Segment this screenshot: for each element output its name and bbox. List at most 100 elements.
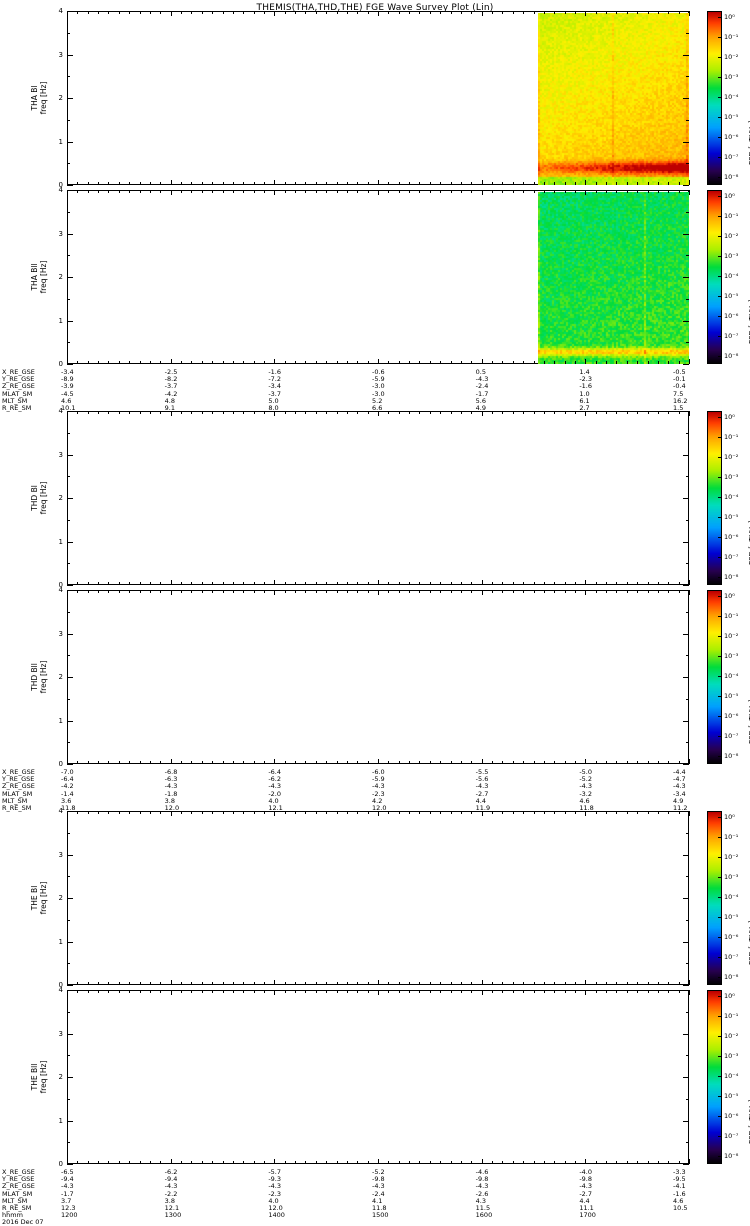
x-tick (368, 982, 369, 985)
x-tick (440, 411, 441, 414)
y-tick (67, 1121, 73, 1122)
y-tick (67, 498, 73, 499)
x-tick (171, 180, 172, 185)
annotation-value: -9.8 (372, 1175, 385, 1184)
annotation-value: -7.0 (61, 768, 74, 776)
x-tick (181, 411, 182, 414)
x-tick (575, 590, 576, 593)
x-tick (233, 190, 234, 193)
annotation-value: 6.6 (372, 404, 383, 412)
annotation-value: 3.7 (61, 1196, 72, 1205)
x-tick (606, 582, 607, 585)
y-tick-label: 1 (58, 137, 63, 146)
annotation-value: -4.3 (372, 1182, 385, 1191)
colorbar-tick-label: 10⁻³ (724, 873, 739, 881)
x-tick (679, 590, 680, 593)
x-tick (305, 190, 306, 193)
x-tick (88, 1161, 89, 1164)
colorbar-tick-label: 10⁻⁶ (724, 712, 739, 720)
x-tick (357, 590, 358, 593)
colorbar-tick-label: 10⁰ (724, 992, 735, 1000)
x-tick (461, 190, 462, 193)
y-minor-tick (686, 612, 689, 613)
x-tick (212, 590, 213, 593)
y-tick (67, 542, 73, 543)
x-tick (658, 182, 659, 185)
x-tick (181, 590, 182, 593)
x-tick (378, 990, 379, 995)
x-tick (233, 590, 234, 593)
annotation-value: -6.5 (61, 1168, 74, 1176)
x-tick (637, 182, 638, 185)
y-tick (683, 542, 689, 543)
x-tick (171, 359, 172, 364)
y-tick (67, 990, 73, 991)
y-tick-label: 4 (58, 586, 63, 594)
x-tick (616, 411, 617, 414)
annotation-value: 4.8 (164, 396, 175, 405)
colorbar-tick-label: 10⁻⁶ (724, 933, 739, 941)
x-tick (565, 11, 566, 14)
annotation-value: -6.0 (372, 768, 385, 776)
x-tick (285, 811, 286, 814)
annotation-value: -2.7 (579, 1189, 593, 1198)
colorbar-tick (718, 736, 722, 737)
x-tick (388, 761, 389, 764)
x-tick (471, 190, 472, 193)
x-tick (627, 11, 628, 14)
annotation-value: 3.8 (164, 1196, 175, 1205)
y-tick (67, 855, 73, 856)
y-tick (67, 721, 73, 722)
x-tick (108, 582, 109, 585)
x-tick (140, 411, 141, 414)
x-tick (108, 182, 109, 185)
annotation-value: -5.9 (372, 775, 385, 784)
x-tick (140, 590, 141, 593)
x-tick (585, 411, 586, 416)
y-tick (67, 455, 73, 456)
x-tick (492, 590, 493, 593)
x-tick (295, 411, 296, 414)
x-tick (399, 190, 400, 193)
x-tick (67, 180, 68, 185)
annotation-value: -0.4 (673, 382, 686, 391)
x-tick (637, 190, 638, 193)
x-tick (637, 982, 638, 985)
x-tick (98, 1161, 99, 1164)
y-minor-tick (686, 299, 689, 300)
colorbar-tick (718, 157, 722, 158)
annotation-value: -4.3 (579, 782, 593, 791)
annotation-value: 4.4 (475, 796, 486, 805)
x-tick (658, 761, 659, 764)
x-tick (316, 761, 317, 764)
y-tick (683, 721, 689, 722)
colorbar-tick-label: 10⁻³ (724, 252, 739, 260)
x-tick (409, 411, 410, 414)
annotation-value: -3.0 (372, 382, 385, 391)
x-tick (513, 982, 514, 985)
y-tick-label: 3 (58, 1029, 63, 1038)
colorbar-tick (718, 957, 722, 958)
y-tick-label: 4 (58, 986, 63, 994)
x-tick (471, 361, 472, 364)
colorbar-tick-label: 10⁻⁷ (724, 953, 739, 961)
annotation-value: -5.5 (475, 768, 489, 776)
x-tick (191, 361, 192, 364)
colorbar-tick-label: 10⁻⁸ (724, 352, 739, 360)
x-tick (378, 359, 379, 364)
x-tick (409, 982, 410, 985)
x-tick (368, 190, 369, 193)
annotation-value: -3.9 (61, 382, 74, 391)
x-tick (254, 190, 255, 193)
annotation-row-label: R_RE_SM (2, 804, 32, 812)
x-tick (451, 190, 452, 193)
colorbar-tick (718, 996, 722, 997)
colorbar-tick (718, 1016, 722, 1017)
x-tick (150, 411, 151, 414)
x-tick (648, 361, 649, 364)
x-tick (637, 590, 638, 593)
x-tick (77, 182, 78, 185)
x-tick (534, 411, 535, 414)
x-tick (668, 990, 669, 993)
x-tick (264, 590, 265, 593)
